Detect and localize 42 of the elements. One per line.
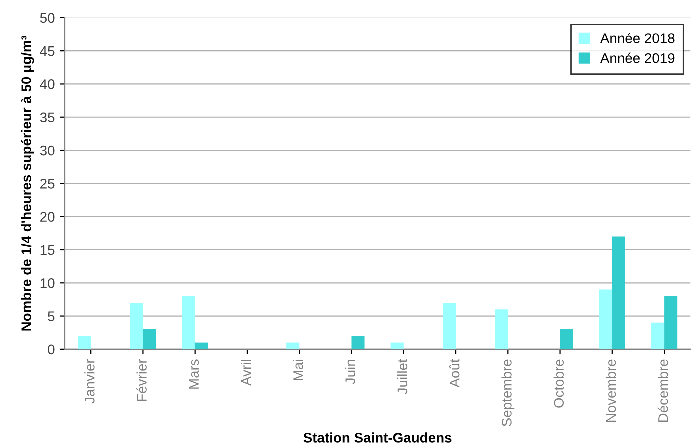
x-tick-label: Mai: [293, 360, 304, 380]
bar: [195, 342, 208, 350]
x-tick-label: Août: [449, 359, 460, 388]
y-tick-label: 30: [40, 146, 55, 156]
y-tick-label: 20: [40, 212, 55, 222]
x-tick-label: Novembre: [606, 360, 616, 422]
y-tick-label: 50: [40, 13, 55, 24]
x-tick-label: Juin: [345, 360, 356, 384]
x-tick-label: Janvier: [84, 359, 95, 404]
bar: [390, 342, 404, 350]
x-tick-label: Février: [136, 359, 147, 402]
x-tick-label: Octobre: [554, 360, 564, 408]
bar: [599, 290, 612, 350]
x-tick-label: Décembre: [658, 360, 668, 422]
bar: [495, 310, 508, 350]
y-tick-label: 25: [40, 179, 55, 189]
x-axis-title: Station Saint-Gaudens: [304, 432, 452, 443]
bar: [130, 303, 144, 350]
y-tick-label: 10: [40, 278, 55, 288]
x-tick-label: Avril: [241, 360, 252, 386]
bar: [143, 330, 156, 350]
y-tick-label: 15: [40, 245, 55, 256]
bar: [352, 336, 365, 350]
bar: [612, 236, 626, 350]
legend-label: Année 2018: [600, 33, 675, 44]
y-tick-label: 5: [48, 312, 55, 322]
legend-label: Année 2019: [600, 52, 675, 64]
y-tick-label: 45: [40, 46, 55, 56]
x-tick-label: Juillet: [397, 359, 408, 394]
x-tick-label: Septembre: [502, 360, 515, 426]
bar: [652, 322, 665, 350]
y-tick-label: 0: [48, 344, 55, 355]
bar: [78, 336, 92, 350]
bar: [560, 330, 574, 350]
bar: [664, 296, 678, 350]
bar: [442, 303, 456, 350]
y-tick-label: 35: [40, 112, 55, 123]
y-axis-title: Nombre de 1/4 d'heures supérieur à 50 µg/m³: [21, 36, 34, 331]
bar: [286, 342, 300, 350]
y-tick-label: 40: [40, 80, 55, 90]
bar: [182, 296, 196, 350]
x-tick-label: Mars: [189, 360, 200, 389]
